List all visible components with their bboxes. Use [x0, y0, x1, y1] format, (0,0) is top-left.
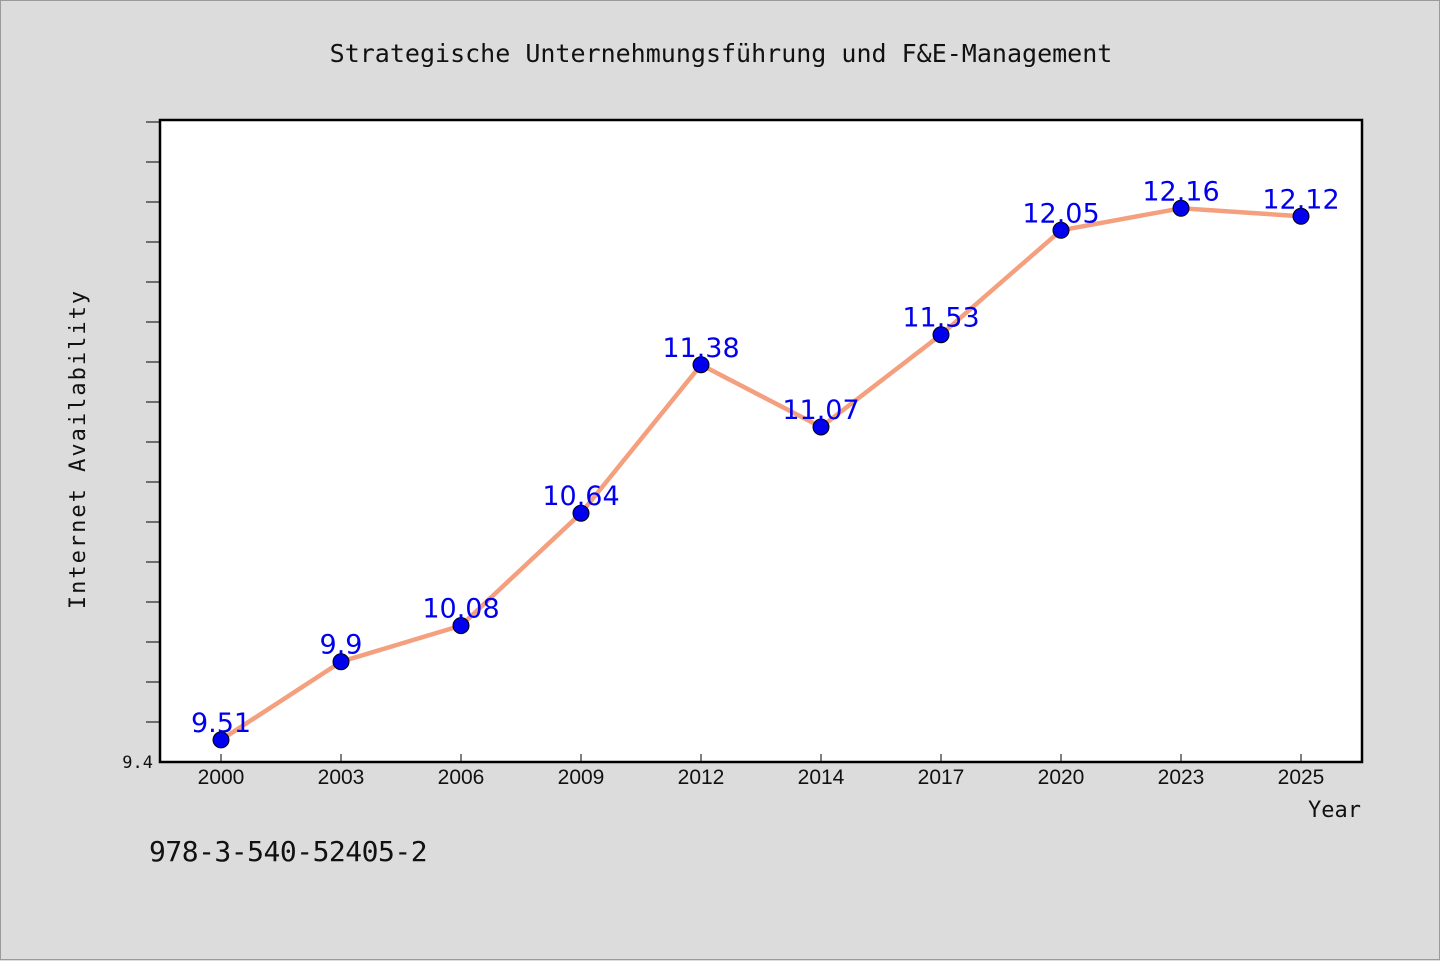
data-label-2020: 12.05: [1022, 198, 1099, 229]
x-tick-label: 2023: [1158, 766, 1205, 789]
x-tick-label: 2017: [918, 766, 965, 789]
data-label-2025: 12.12: [1262, 184, 1339, 215]
series-line: [218, 206, 1304, 743]
x-tick-label: 2014: [798, 766, 845, 789]
data-point-2000: [212, 731, 230, 749]
x-tick-label: 2003: [318, 766, 365, 789]
y-axis-ticks: [146, 121, 160, 723]
data-point-2009: [572, 504, 590, 522]
x-axis-ticks: [220, 754, 1302, 762]
data-labels: 9.51 9.9 10.08 10.64 11.38 11.07 11.53 12.05 12.…: [191, 176, 1340, 739]
data-label-2000: 9.51: [191, 708, 251, 739]
data-point-2014: [812, 418, 830, 436]
chart-title: Strategische Unternehmungsführung und F&…: [330, 39, 1113, 68]
x-tick-label: 2009: [558, 766, 605, 789]
data-point-2017: [932, 326, 950, 344]
x-tick-label: 2020: [1038, 766, 1085, 789]
x-tick-label: 2012: [678, 766, 725, 789]
data-point-2023: [1172, 199, 1190, 217]
y-tick-label: 9.4: [122, 753, 153, 773]
data-point-2025: [1292, 207, 1310, 225]
series-line-group: [218, 206, 1304, 743]
data-label-2009: 10.64: [542, 481, 619, 512]
x-tick-label: 2006: [438, 766, 485, 789]
data-point-2020: [1052, 221, 1070, 239]
data-label-2023: 12.16: [1142, 176, 1219, 207]
data-label-2006: 10.08: [422, 594, 499, 625]
data-label-2014: 11.07: [782, 395, 859, 426]
x-tick-label: 2025: [1278, 766, 1325, 789]
y-axis-label: Internet Availability: [66, 289, 91, 609]
data-label-2017: 11.53: [902, 303, 979, 334]
y-tick-labels: 9.4: [122, 753, 153, 773]
data-label-2012: 11.38: [662, 333, 739, 364]
x-axis-label: Year: [1308, 798, 1361, 823]
data-point-2006: [452, 617, 470, 635]
data-label-2003: 9.9: [320, 630, 363, 661]
x-tick-labels: 2000 2003 2006 2009 2012 2014 2017 2020 2023 2025: [198, 766, 1325, 789]
data-point-2003: [332, 653, 350, 671]
x-tick-label: 2000: [198, 766, 245, 789]
data-markers: [212, 199, 1310, 749]
data-point-2012: [692, 356, 710, 374]
isbn-footer: 978-3-540-52405-2: [149, 835, 428, 868]
